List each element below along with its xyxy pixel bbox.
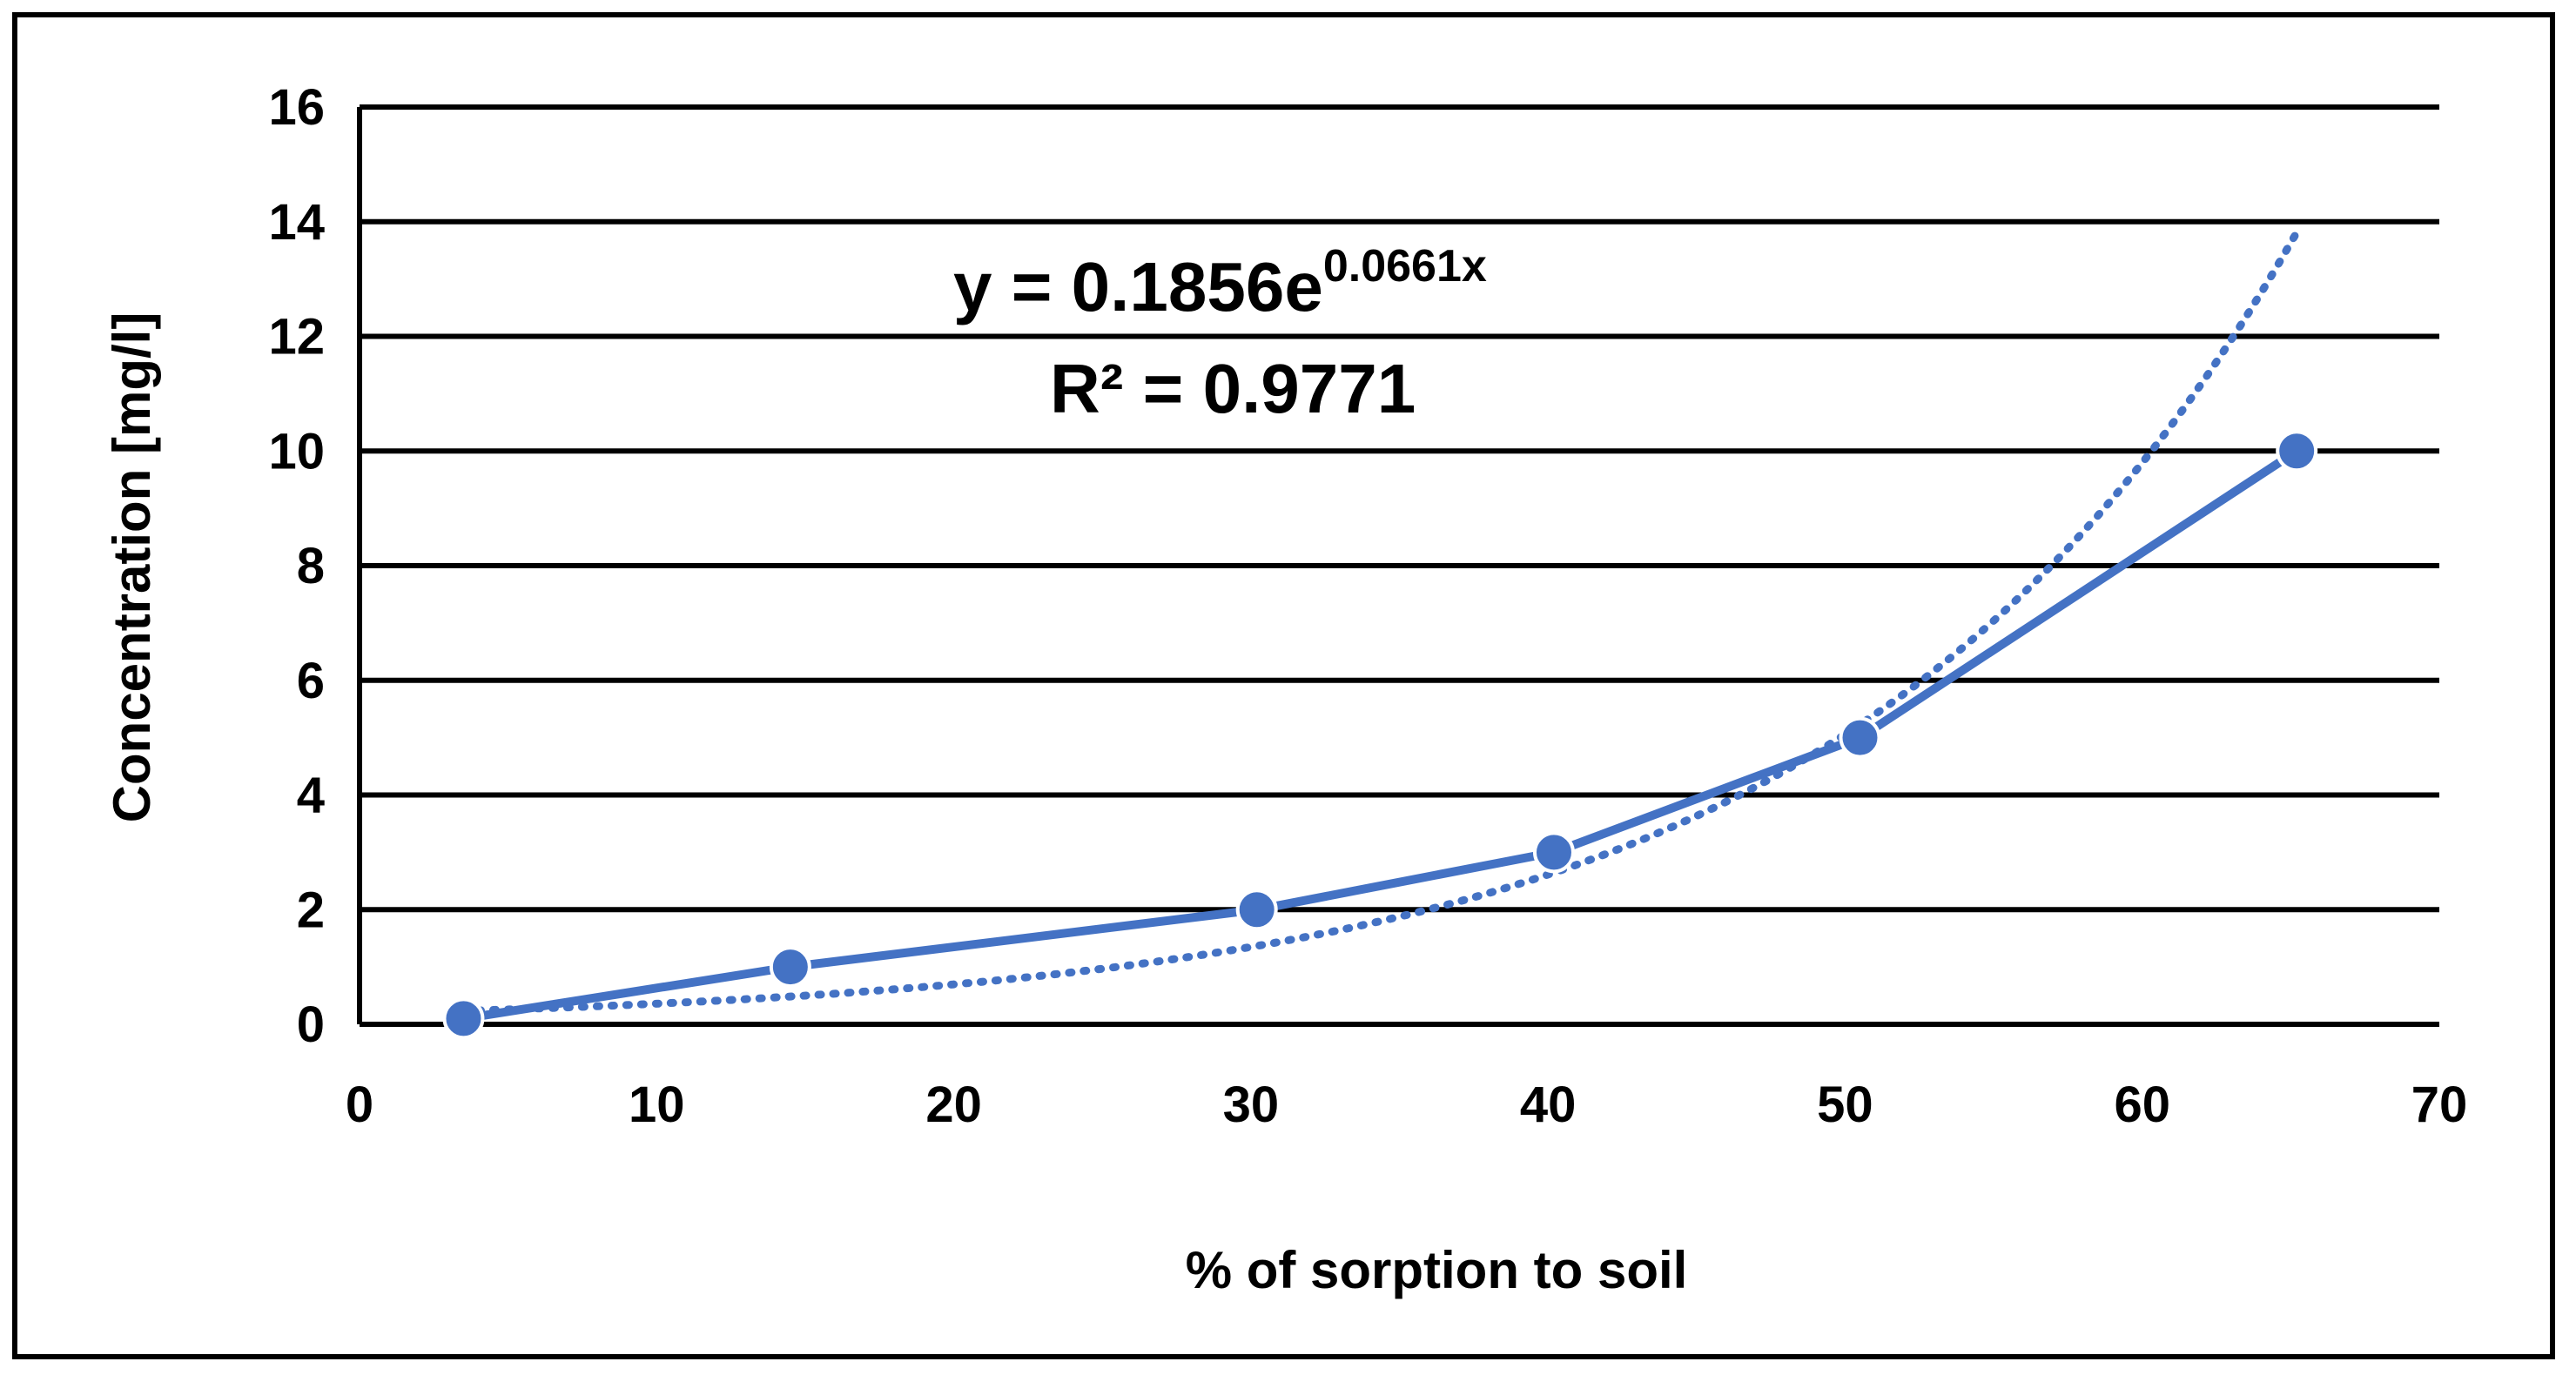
y-tick-label: 14 bbox=[268, 194, 325, 251]
y-tick-label: 16 bbox=[268, 79, 325, 136]
trendline-equation: y = 0.1856e0.0661x bbox=[953, 241, 1487, 325]
data-point bbox=[2276, 430, 2318, 473]
data-point bbox=[1532, 831, 1575, 874]
data-point bbox=[442, 997, 485, 1040]
gridlines bbox=[357, 104, 2439, 1027]
trendline-exponential bbox=[460, 228, 2301, 1016]
x-tick-label: 30 bbox=[1223, 1077, 1280, 1133]
x-axis-title: % of sorption to soil bbox=[1186, 1241, 1688, 1299]
equation-exponent: 0.0661x bbox=[1323, 241, 1487, 292]
data-series bbox=[442, 430, 2318, 1040]
y-axis-ticks: 0 2 4 6 8 10 12 14 16 bbox=[268, 79, 325, 1053]
x-tick-label: 60 bbox=[2114, 1077, 2170, 1133]
y-tick-label: 12 bbox=[268, 309, 325, 366]
y-tick-label: 6 bbox=[297, 653, 325, 709]
y-tick-label: 0 bbox=[297, 996, 325, 1053]
series-line bbox=[459, 446, 2302, 1023]
x-tick-label: 10 bbox=[629, 1077, 685, 1133]
data-point bbox=[1235, 889, 1278, 931]
x-tick-label: 40 bbox=[1520, 1077, 1577, 1133]
y-tick-label: 4 bbox=[297, 768, 325, 824]
chart-frame bbox=[12, 12, 2555, 1359]
y-tick-label: 2 bbox=[297, 882, 325, 938]
x-axis-ticks: 0 10 20 30 40 50 60 70 bbox=[346, 1077, 2467, 1133]
equation-base: y = 0.1856e bbox=[953, 248, 1323, 325]
data-point bbox=[1839, 716, 1881, 759]
trendline bbox=[460, 228, 2301, 1016]
r-squared-label: R² = 0.9771 bbox=[1050, 350, 1416, 427]
y-axis-title: Concentration [mg/l] bbox=[103, 312, 161, 823]
y-tick-label: 8 bbox=[297, 538, 325, 594]
x-tick-label: 20 bbox=[925, 1077, 982, 1133]
x-tick-label: 50 bbox=[1817, 1077, 1873, 1133]
x-tick-label: 70 bbox=[2411, 1077, 2468, 1133]
x-tick-label: 0 bbox=[346, 1077, 373, 1133]
y-tick-label: 10 bbox=[268, 423, 325, 480]
data-point bbox=[769, 946, 811, 989]
